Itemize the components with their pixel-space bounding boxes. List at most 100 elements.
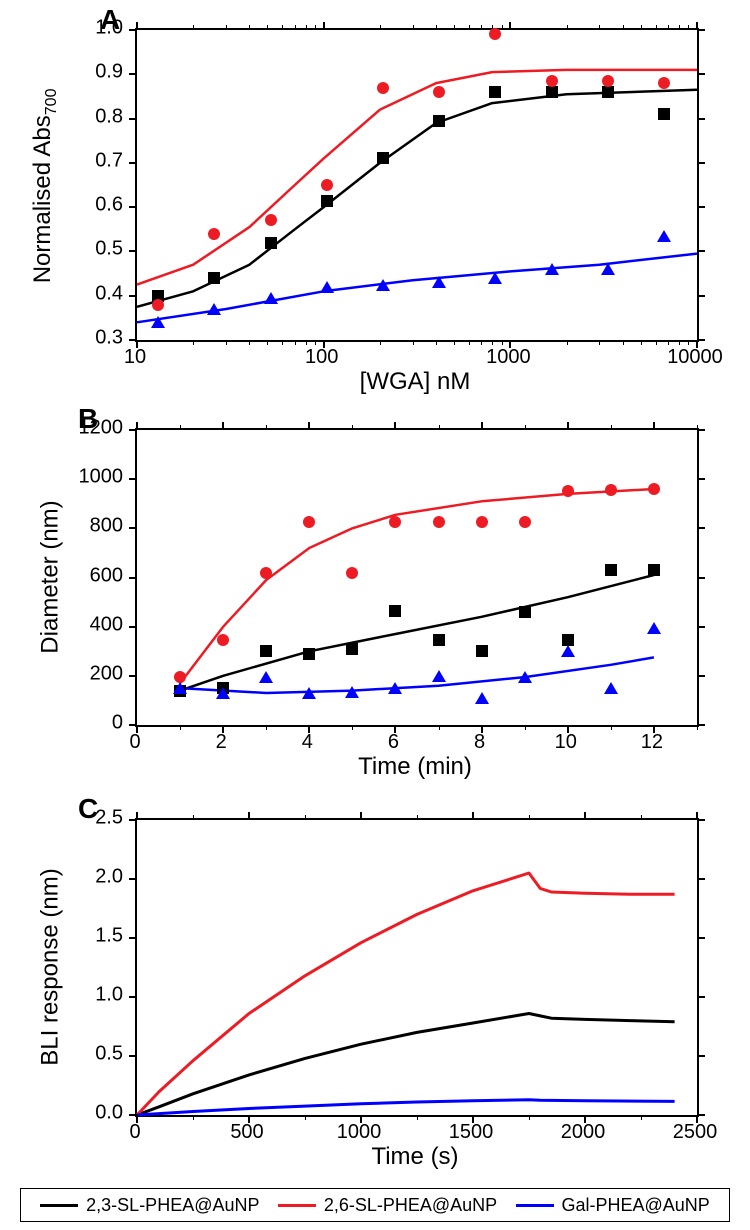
y-tick-right — [697, 724, 705, 726]
figure: A [WGA] nM Normalised Abs700 B Time (min… — [0, 0, 750, 1230]
x-minor-tick — [492, 340, 493, 345]
y-tick — [129, 937, 137, 939]
data-marker — [562, 485, 574, 497]
x-minor-tick — [525, 725, 526, 730]
y-tick-label: 0.5 — [73, 238, 123, 261]
x-tick-top — [653, 422, 655, 430]
data-marker — [389, 605, 401, 617]
x-minor-tick — [266, 725, 267, 730]
data-marker — [432, 276, 446, 288]
x-tick-top — [323, 22, 325, 30]
x-minor-tick — [439, 725, 440, 730]
panel-c-ylabel: BLI response (nm) — [37, 820, 65, 1115]
series-line — [180, 489, 654, 683]
x-minor-tick — [679, 340, 680, 345]
data-marker — [302, 687, 316, 699]
x-minor-tick-top — [502, 25, 503, 30]
x-minor-tick-top — [180, 425, 181, 430]
legend-swatch — [278, 1204, 316, 1207]
data-marker — [601, 263, 615, 275]
x-tick-label: 1000 — [486, 346, 531, 369]
y-tick — [129, 73, 137, 75]
data-marker — [377, 152, 389, 164]
y-tick — [129, 996, 137, 998]
y-tick-right — [697, 996, 705, 998]
panel-a-ylabel: Normalised Abs700 — [29, 31, 61, 341]
data-marker — [217, 634, 229, 646]
series-line — [137, 873, 675, 1115]
y-tick-label: 0.9 — [73, 61, 123, 84]
data-marker — [260, 645, 272, 657]
x-minor-tick-top — [193, 25, 194, 30]
x-minor-tick-top — [413, 25, 414, 30]
data-marker — [432, 670, 446, 682]
x-minor-tick-top — [454, 25, 455, 30]
legend-item: 2,6-SL-PHEA@AuNP — [278, 1195, 497, 1216]
y-tick-label: 0.7 — [73, 149, 123, 172]
y-tick-label: 200 — [73, 662, 123, 685]
x-tick-top — [584, 812, 586, 820]
x-minor-tick — [315, 340, 316, 345]
y-tick — [129, 724, 137, 726]
data-marker — [433, 86, 445, 98]
x-minor-tick-top — [656, 25, 657, 30]
legend-swatch — [516, 1204, 554, 1207]
x-minor-tick — [454, 340, 455, 345]
x-minor-tick-top — [267, 25, 268, 30]
data-marker — [489, 86, 501, 98]
data-marker — [433, 634, 445, 646]
data-marker — [259, 671, 273, 683]
x-minor-tick-top — [305, 815, 306, 820]
data-marker — [303, 516, 315, 528]
y-tick — [129, 250, 137, 252]
data-marker — [388, 682, 402, 694]
y-tick-label: 1200 — [73, 417, 123, 440]
data-marker — [561, 645, 575, 657]
legend-label: 2,6-SL-PHEA@AuNP — [324, 1195, 497, 1216]
data-marker — [265, 237, 277, 249]
data-marker — [264, 292, 278, 304]
data-marker — [476, 645, 488, 657]
y-tick-label: 2.5 — [73, 807, 123, 830]
data-marker — [658, 77, 670, 89]
x-tick-label: 2 — [216, 731, 227, 754]
x-tick-label: 1500 — [449, 1121, 494, 1144]
y-tick-right — [697, 162, 705, 164]
x-tick-top — [472, 812, 474, 820]
y-tick — [129, 29, 137, 31]
y-tick-label: 0.0 — [73, 1102, 123, 1125]
y-tick — [129, 1055, 137, 1057]
x-minor-tick — [267, 340, 268, 345]
data-marker — [519, 606, 531, 618]
x-minor-tick-top — [439, 425, 440, 430]
x-minor-tick-top — [481, 25, 482, 30]
data-marker — [546, 86, 558, 98]
x-minor-tick — [641, 340, 642, 345]
y-tick — [129, 1114, 137, 1116]
data-marker — [489, 28, 501, 40]
x-minor-tick-top — [193, 815, 194, 820]
x-minor-tick-top — [599, 25, 600, 30]
data-marker — [657, 230, 671, 242]
y-tick-label: 600 — [73, 564, 123, 587]
x-tick-label: 12 — [641, 731, 663, 754]
data-marker — [208, 272, 220, 284]
x-tick-label: 0 — [129, 731, 140, 754]
data-marker — [321, 195, 333, 207]
x-minor-tick-top — [567, 25, 568, 30]
y-tick-right — [697, 577, 705, 579]
x-tick-label: 10000 — [667, 346, 723, 369]
x-minor-tick-top — [352, 425, 353, 430]
x-minor-tick-top — [525, 425, 526, 430]
panel-b-lines — [137, 430, 697, 725]
y-tick-label: 1.0 — [73, 984, 123, 1007]
x-minor-tick — [623, 340, 624, 345]
legend: 2,3-SL-PHEA@AuNP2,6-SL-PHEA@AuNPGal-PHEA… — [20, 1188, 730, 1222]
x-minor-tick — [380, 340, 381, 345]
x-tick-top — [308, 422, 310, 430]
panel-a-plot — [135, 28, 699, 342]
data-marker — [216, 687, 230, 699]
series-line — [180, 657, 654, 693]
series-line — [137, 70, 697, 285]
x-minor-tick — [656, 340, 657, 345]
